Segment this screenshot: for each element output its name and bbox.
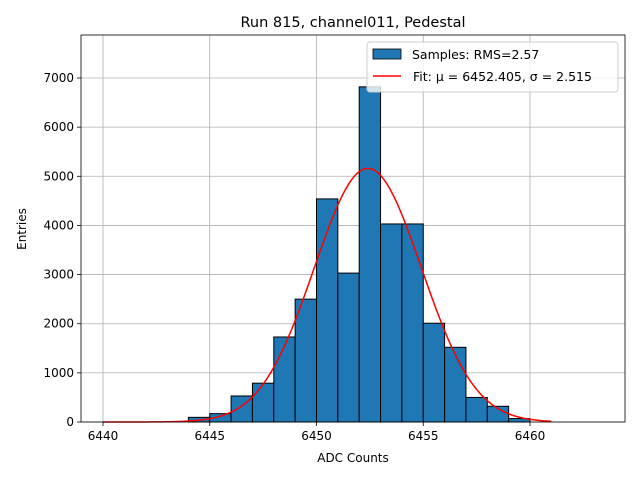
histogram-bar	[380, 223, 403, 423]
legend-swatch-samples	[372, 48, 402, 60]
histogram-bar	[251, 382, 275, 423]
x-axis-label: ADC Counts	[317, 451, 389, 465]
x-tick-label: 6460	[515, 429, 546, 443]
y-tick-label: 1000	[43, 366, 74, 380]
y-tick-label: 5000	[43, 169, 74, 183]
y-tick-label: 3000	[43, 268, 74, 282]
y-ticks: 0 1000 2000 3000 4000 5000 6000 7000	[43, 71, 81, 429]
histogram-bar	[358, 86, 382, 423]
legend-label-fit: Fit: μ = 6452.405, σ = 2.515	[413, 69, 592, 84]
legend: Samples: RMS=2.57 Fit: μ = 6452.405, σ =…	[366, 41, 619, 93]
y-tick-label: 0	[66, 415, 74, 429]
y-tick-label: 2000	[43, 317, 74, 331]
histogram-bar	[444, 346, 467, 423]
x-ticks: 6440 6445 6450 6455 6460	[88, 422, 546, 443]
y-axis-label: Entries	[15, 208, 29, 250]
x-tick-label: 6440	[88, 429, 119, 443]
x-tick-label: 6445	[194, 429, 225, 443]
histogram-bar	[422, 322, 446, 423]
histogram-bar	[401, 223, 424, 423]
histogram-bars	[187, 86, 531, 423]
legend-label-samples: Samples: RMS=2.57	[412, 47, 539, 62]
x-tick-label: 6455	[408, 429, 439, 443]
histogram-bar	[273, 336, 296, 423]
fit-curve	[102, 167, 552, 423]
y-tick-label: 7000	[43, 71, 74, 85]
histogram-bar	[294, 298, 317, 423]
x-tick-label: 6450	[301, 429, 332, 443]
axes-frame	[80, 34, 626, 423]
histogram-bar	[465, 396, 488, 423]
chart-title: Run 815, channel011, Pedestal	[240, 15, 465, 31]
histogram-bar	[337, 272, 360, 423]
legend-box	[366, 41, 619, 93]
y-tick-label: 4000	[43, 218, 74, 232]
y-tick-label: 6000	[43, 120, 74, 134]
